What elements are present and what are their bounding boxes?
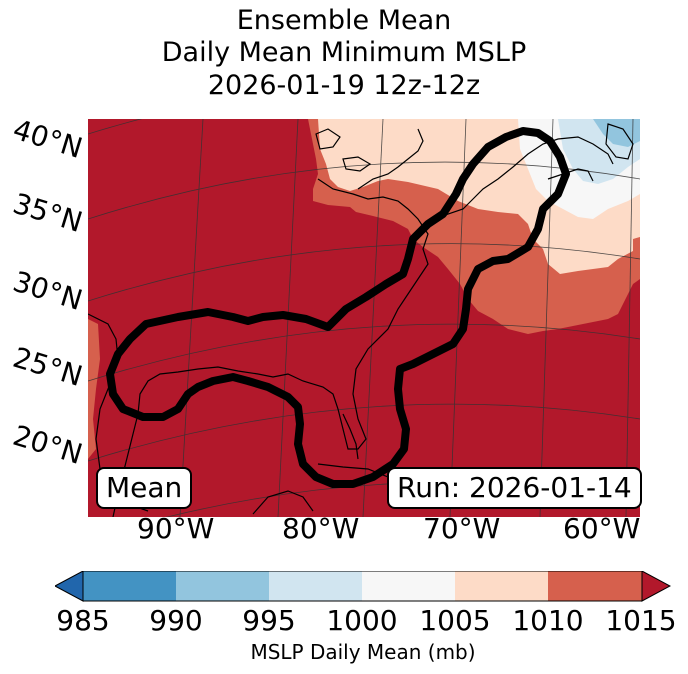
colorbar-tick-1005: 1005 [419, 604, 491, 637]
map-canvas [88, 119, 640, 517]
colorbar-tick-1015: 1015 [605, 604, 677, 637]
map-panel [88, 119, 640, 517]
colorbar [55, 571, 671, 602]
lon-label-70w: 70°W [423, 512, 501, 545]
colorbar-max-extend [641, 571, 671, 602]
lon-label-60w: 60°W [563, 512, 641, 545]
colorbar-995-1000 [269, 571, 362, 601]
colorbar-tick-1000: 1000 [326, 604, 398, 637]
colorbar-990-995 [176, 571, 269, 601]
lat-label-30: 30°N [9, 264, 87, 317]
field-990-region [593, 119, 640, 147]
chart-title-line-2: Daily Mean Minimum MSLP [161, 37, 527, 68]
colorbar-985-990 [83, 571, 176, 601]
lat-label-20: 20°N [9, 418, 87, 471]
lat-label-35: 35°N [9, 186, 87, 239]
lon-label-80w: 80°W [282, 512, 360, 545]
colorbar-label: MSLP Daily Mean (mb) [250, 640, 476, 664]
mslp-contour-line [106, 127, 570, 488]
colorbar-1005-1010 [455, 571, 548, 601]
colorbar-min-extend [55, 571, 84, 602]
colorbar-1010-1015 [548, 571, 642, 601]
colorbar-tick-1010: 1010 [512, 604, 584, 637]
chart-title-line-1: Ensemble Mean [236, 5, 452, 36]
colorbar-tick-990: 990 [149, 604, 203, 637]
colorbar-tick-985: 985 [56, 604, 110, 637]
run-date-badge: Run: 2026-01-14 [387, 467, 642, 509]
mean-badge: Mean [96, 467, 193, 509]
field-1010-west-strip [88, 319, 100, 459]
colorbar-tick-995: 995 [242, 604, 296, 637]
lat-label-40: 40°N [9, 112, 87, 165]
chart-title-line-3: 2026-01-19 12z-12z [207, 70, 481, 101]
colorbar-1000-1005 [362, 571, 455, 601]
lon-label-90w: 90°W [137, 512, 215, 545]
lat-label-25: 25°N [9, 340, 87, 393]
